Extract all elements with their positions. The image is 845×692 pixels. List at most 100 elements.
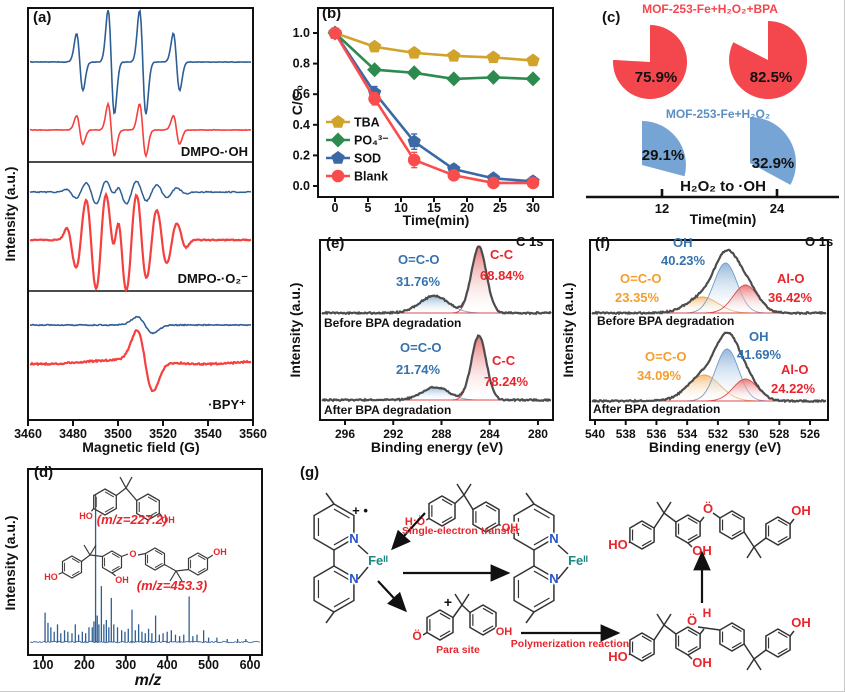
pie-red-24 [729, 20, 808, 99]
svg-text:0.6: 0.6 [293, 87, 310, 101]
ho-label: HO [79, 511, 93, 521]
svg-text:532: 532 [708, 427, 728, 441]
xps-e2-caption: After BPA degradation [324, 403, 452, 417]
oh-label: OH [502, 522, 519, 534]
panel-d-ylabel: Intensity (a.u.) [2, 515, 18, 611]
svg-text:300: 300 [115, 658, 136, 672]
svg-text:Blank: Blank [354, 170, 388, 184]
legend: TBA PO₄³⁻ SOD Blank [326, 115, 389, 184]
epr-plot: 3460 3480 3500 3520 3540 3560 [14, 7, 267, 441]
bpa-dimer-h: HO OH Ö H OH [607, 604, 813, 672]
kinetics-content: 0 5 10 15 20 25 30 0.0 0.2 0.4 0.6 0.8 1.0 TBA PO₄³⁻ SO… [293, 7, 554, 215]
ms-peaks [44, 495, 247, 642]
series-Blank [328, 26, 540, 190]
xps-f1-caption: Before BPA degradation [597, 314, 735, 328]
single-electron-transfer-label: Single-electron transfer [402, 525, 520, 537]
panel-e-letter: (e) [326, 235, 345, 252]
xps-envelope-2 [321, 334, 552, 403]
svg-text:200: 200 [74, 658, 95, 672]
xps-envelope-2 [591, 331, 827, 404]
svg-text:284: 284 [480, 427, 500, 441]
bpa-cation: + Ö OH [411, 593, 514, 645]
n-atom-label: N [549, 531, 558, 546]
pie-red-title: MOF-253-Fe+H₂O₂+BPA [642, 2, 778, 16]
xps-f2-alo-pct: 24.22% [771, 381, 816, 396]
xps-e2-oco-name: O=C-O [400, 340, 442, 355]
svg-text:SOD: SOD [354, 152, 381, 166]
ether-o-label: O [129, 549, 136, 559]
fe-label: Feᴵᴵ [368, 553, 388, 568]
panel-e-xlabel: Binding energy (eV) [370, 439, 504, 455]
xps-f1-oh-name: OH [673, 235, 693, 250]
panel-c-xlabel: Time(min) [689, 211, 757, 227]
epr-traces: 3460 3480 3500 3520 3540 3560 [14, 7, 267, 441]
svg-text:0.8: 0.8 [293, 57, 310, 71]
ms-baseline [29, 640, 261, 644]
oh-label: OH [791, 615, 811, 630]
svg-text:296: 296 [335, 427, 355, 441]
ms-annotation-227: (m/z=227.2) [96, 512, 168, 527]
xps-f1-alo-pct: 36.42% [768, 290, 813, 305]
pie-red-12 [613, 24, 688, 99]
svg-text:528: 528 [769, 427, 789, 441]
panel-b-letter: (b) [322, 5, 342, 22]
xps-envelope-1 [591, 248, 827, 316]
ms-annotation-453: (m/z=453.3) [136, 578, 208, 593]
bipyridine-fe-complex: N N Feᴵᴵ [513, 492, 590, 624]
svg-text:PO₄³⁻: PO₄³⁻ [354, 134, 389, 148]
panel-e-xps-c1s: 296 292 288 284 280 (e) C 1s O=C-O 31.76% C-… [287, 228, 565, 455]
panel-a-epr: 3460 3480 3500 3520 3540 3560 (a) Intensity (… [0, 0, 290, 455]
xps-envelope-1 [321, 245, 552, 316]
pie-blue-pct-12: 29.1% [641, 147, 685, 164]
pie-blue-title: MOF-253-Fe+H₂O₂ [665, 107, 771, 121]
svg-text:3460: 3460 [14, 427, 42, 441]
svg-text:600: 600 [240, 658, 261, 672]
xps-f1-oco-pct: 23.35% [615, 290, 660, 305]
oh-label: OH [496, 626, 513, 638]
pie-center-label: H₂O₂ to ·OH [680, 178, 766, 195]
pie-tick-12: 12 [654, 201, 670, 216]
xps-e1-cc-name: C-C [490, 247, 514, 262]
svg-text:292: 292 [383, 427, 403, 441]
svg-text:0: 0 [332, 201, 339, 215]
xps-f2-oh-name: OH [749, 329, 769, 344]
bpa-structure: HO OH [78, 476, 177, 527]
svg-text:3520: 3520 [149, 427, 177, 441]
pie-blue-pct-24: 32.9% [751, 155, 795, 172]
n-atom-label: N [349, 531, 358, 546]
reaction-arrow [377, 580, 407, 613]
xps-c1s-plot: 296 292 288 284 280 [319, 239, 554, 441]
epr-trace-red-1 [29, 101, 252, 159]
svg-text:1.0: 1.0 [293, 26, 310, 40]
pie-red-pct-12: 75.9% [634, 69, 678, 86]
kinetics-plot: 0 5 10 15 20 25 30 0.0 0.2 0.4 0.6 0.8 1.0 TBA PO₄³⁻ SO… [293, 7, 554, 215]
radical-cation-label: + • [352, 503, 368, 518]
phenoxy-o-label: Ö [412, 628, 421, 643]
svg-text:3540: 3540 [194, 427, 222, 441]
oh-label: OH [115, 575, 129, 585]
oh-label: OH [791, 503, 811, 518]
svg-text:526: 526 [800, 427, 820, 441]
svg-text:0.4: 0.4 [293, 118, 310, 132]
fe-label: Feᴵᴵ [568, 553, 588, 568]
polymerization-label: Polymerization reaction [510, 638, 630, 650]
panel-a-letter: (a) [33, 9, 52, 26]
h-label: H [703, 606, 712, 620]
svg-text:TBA: TBA [354, 116, 380, 130]
panel-b-ylabel: C/C₀ [289, 84, 305, 116]
panel-d-letter: (d) [34, 464, 54, 481]
svg-text:538: 538 [616, 427, 636, 441]
xps-f2-oh-pct: 41.69% [737, 347, 782, 362]
para-site-label: Para site [436, 644, 480, 656]
xps-f2-alo-name: Al-O [781, 362, 809, 377]
panel-f-letter: (f) [595, 235, 610, 252]
panel-e-ylabel: Intensity (a.u.) [287, 282, 303, 378]
panel-f-xps-o1s: 540 538 536 534 532 530 528 526 (f) O 1s OH 40.… [560, 228, 844, 455]
epr-trace-blue-1 [30, 9, 252, 115]
svg-text:10: 10 [394, 201, 408, 215]
bipyridine-fe-complex: N N Feᴵᴵ + • [313, 492, 390, 624]
ms-content: 100 200 300 400 500 600 HO OH OH O OH HO [27, 468, 263, 672]
svg-text:288: 288 [431, 427, 451, 441]
